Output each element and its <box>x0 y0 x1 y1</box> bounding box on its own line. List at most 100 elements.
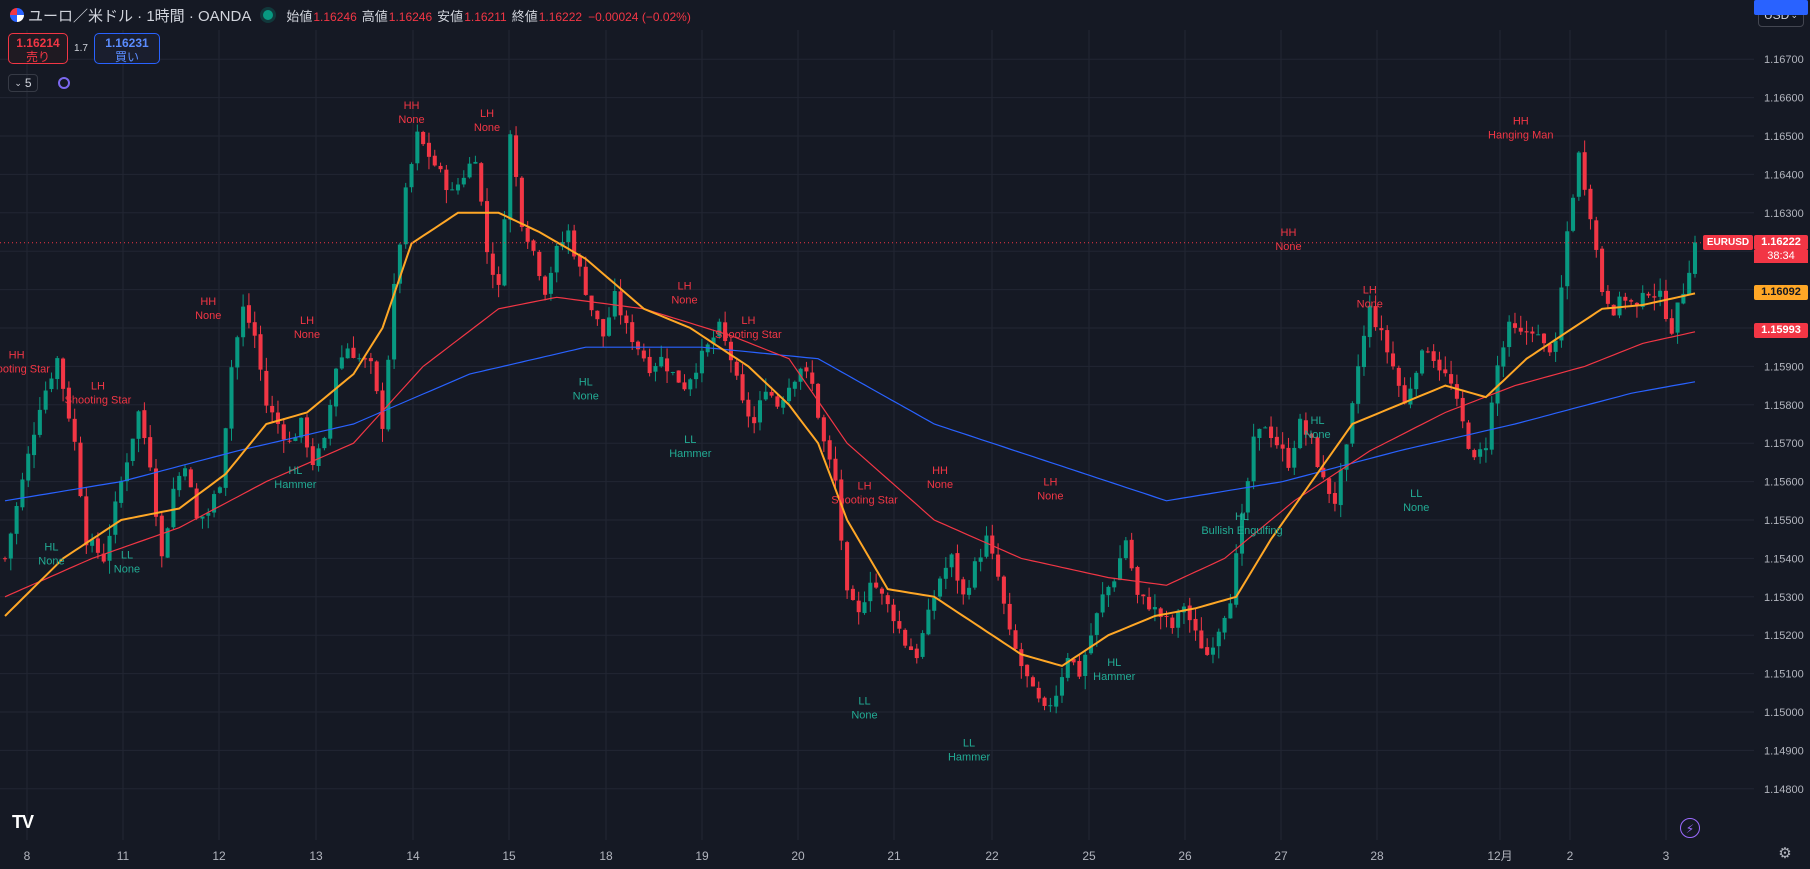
candle-body <box>635 341 641 350</box>
price-tick-label: 1.15900 <box>1764 361 1804 373</box>
candle-body <box>235 337 240 368</box>
candle-body <box>1565 231 1570 287</box>
candle-body <box>217 487 222 493</box>
candle-body <box>159 515 164 557</box>
candle-body <box>1222 617 1227 633</box>
swing-label-type: LH <box>1043 476 1057 488</box>
swing-label-pattern: None <box>1275 241 1301 253</box>
candle-body <box>699 350 704 374</box>
candle-body <box>914 648 919 659</box>
candle-body <box>194 488 199 519</box>
lightning-icon[interactable]: ⚡ <box>1680 818 1700 838</box>
candle-body <box>1216 631 1221 647</box>
sync-icon[interactable] <box>58 77 70 89</box>
swing-label-pattern: None <box>398 114 424 126</box>
candle-body <box>1669 318 1674 334</box>
candle-body <box>1617 296 1622 316</box>
candle-body <box>734 361 739 376</box>
candle-body <box>984 535 989 557</box>
tradingview-logo-icon[interactable]: TV <box>12 812 34 832</box>
candle-body <box>1054 695 1059 707</box>
candle-body <box>775 396 780 407</box>
candle-body <box>502 219 507 286</box>
candle-body <box>1234 553 1239 605</box>
ma-slow-price-tag <box>1754 0 1808 15</box>
price-tick-label: 1.16300 <box>1764 208 1804 220</box>
candle-body <box>496 274 501 285</box>
symbol-title[interactable]: ユーロ／米ドル · 1時間 · OANDA <box>28 7 252 25</box>
swing-label-type: LH <box>857 480 871 492</box>
candle-body <box>107 535 112 561</box>
swing-label-type: HL <box>1107 657 1121 669</box>
time-tick-label: 14 <box>406 849 420 863</box>
spread-value: 1.7 <box>74 43 88 54</box>
candle-body <box>1687 272 1692 295</box>
candle-body <box>839 479 844 541</box>
candle-body <box>688 379 693 390</box>
candle-body <box>1013 630 1018 649</box>
candle-body <box>641 350 646 359</box>
candle-body <box>531 240 536 251</box>
candle-body <box>281 424 286 440</box>
candle-body <box>432 155 437 166</box>
candle-body <box>1692 242 1698 274</box>
candle-body <box>508 134 513 220</box>
swing-label: LH None <box>671 281 697 307</box>
ma-fast-line <box>4 211 1696 667</box>
candle-body <box>438 165 443 170</box>
swing-label-type: HH <box>932 465 948 477</box>
candle-body <box>223 428 228 488</box>
candle-body <box>757 400 763 423</box>
candle-body <box>183 468 188 477</box>
candle-body <box>1141 594 1146 597</box>
time-tick-label: 27 <box>1274 849 1288 863</box>
swing-label: HH Hanging Man <box>1488 115 1553 141</box>
swing-label-pattern: None <box>1304 429 1330 441</box>
candle-body <box>961 579 966 595</box>
swing-label-type: LH <box>677 281 691 293</box>
price-axis[interactable]: 1.14800 1.14900 1.15000 1.15100 1.15200 1.153… <box>1755 0 1810 869</box>
candle-body <box>380 390 385 429</box>
candle-body <box>1327 478 1332 494</box>
candle-body <box>786 387 792 402</box>
swing-label: LH Shooting Star <box>715 315 782 341</box>
candle-body <box>206 512 211 516</box>
candle-body <box>1210 647 1216 655</box>
candle-body <box>1303 420 1308 435</box>
swing-label: HL Hammer <box>1093 657 1136 683</box>
sell-button[interactable]: 1.16214 売り <box>8 33 68 64</box>
candle-body <box>926 609 931 635</box>
swing-label-pattern: Shooting Star <box>0 364 50 376</box>
price-tick-label: 1.15300 <box>1764 592 1804 604</box>
candle-body <box>1007 603 1012 630</box>
swing-label-type: LH <box>91 380 105 392</box>
candle-body <box>1112 581 1117 588</box>
candle-body <box>1315 437 1320 468</box>
candle-body <box>1385 330 1390 353</box>
price-tick-label: 1.15500 <box>1764 515 1804 527</box>
candle-body <box>322 437 327 449</box>
indicator-toggle-button[interactable]: ⌄ 5 <box>8 74 38 92</box>
swing-label-pattern: None <box>195 310 221 322</box>
candle-body <box>421 131 426 145</box>
time-tick-label: 22 <box>985 849 999 863</box>
candle-body <box>1576 152 1581 197</box>
buy-button[interactable]: 1.16231 買い <box>94 33 160 64</box>
candle-body <box>374 361 379 392</box>
candle-body <box>252 322 257 336</box>
candle-body <box>1019 649 1024 667</box>
time-tick-label: 21 <box>887 849 901 863</box>
swing-label-pattern: Hammer <box>1093 671 1136 683</box>
candle-body <box>351 347 356 358</box>
candle-body <box>1059 677 1065 696</box>
candle-body <box>171 488 176 528</box>
last-price-tag: 1.16222 <box>1754 235 1808 251</box>
candle-body <box>740 374 745 401</box>
gear-icon[interactable]: ⚙ <box>1778 845 1792 862</box>
candle-body <box>943 567 948 579</box>
swing-label: LH Shooting Star <box>831 480 898 506</box>
candle-body <box>1600 248 1605 293</box>
candle-body <box>473 161 478 164</box>
time-axis[interactable]: 8 11 12 13 14 15 18 19 20 21 22 25 26 27 28 12月 2 3 <box>24 849 1670 863</box>
